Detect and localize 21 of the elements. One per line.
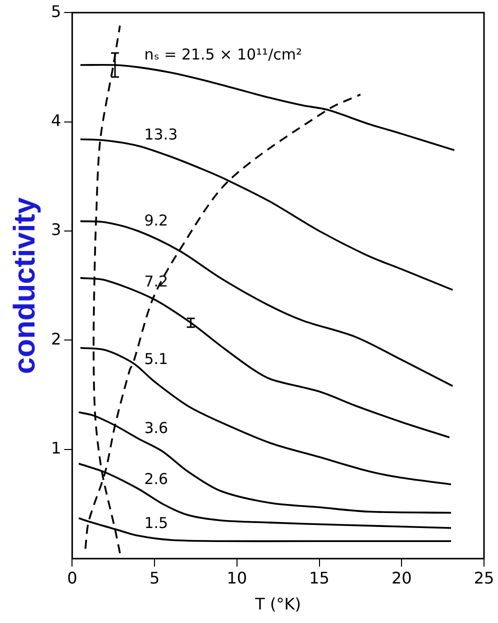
series-label: nₛ = 21.5 × 10¹¹/cm² [144,46,302,64]
series-label: 5.1 [144,350,168,368]
x-tick-label: 10 [226,568,248,588]
x-axis-title: T (°K) [254,594,302,614]
series-label: 1.5 [144,514,168,532]
x-tick-label: 5 [149,568,160,588]
y-tick-label: 5 [50,2,62,21]
y-tick-label: 2 [50,329,62,348]
y-axis-title: conductivity [8,196,42,374]
series-label: 3.6 [144,419,168,438]
series-label: 2.6 [144,470,168,488]
x-tick-label: 20 [391,568,412,588]
series-label: 7.2 [144,272,168,291]
y-tick-label: 3 [50,220,62,240]
y-tick-label: 1 [50,438,62,458]
y-tick-label: 4 [50,110,62,130]
series-label: 13.3 [144,125,178,144]
x-tick-label: 15 [309,568,330,588]
x-tick-label: 0 [67,568,78,588]
series-label: 9.2 [144,211,168,230]
x-tick-label: 25 [474,568,494,588]
